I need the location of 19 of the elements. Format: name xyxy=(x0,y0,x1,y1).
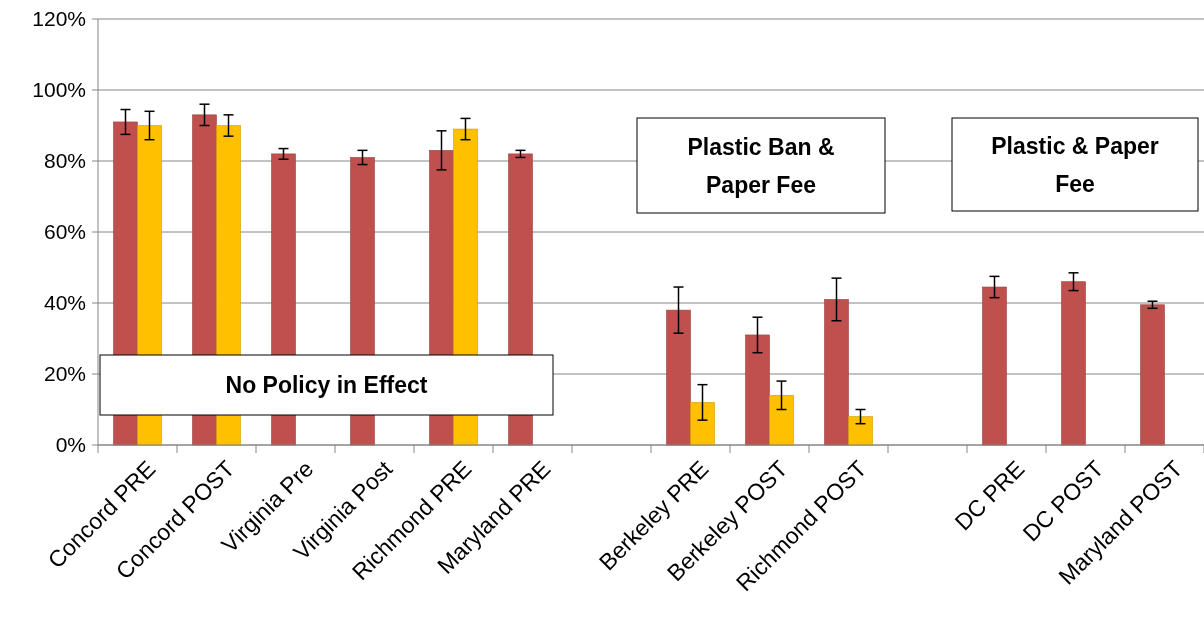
bar xyxy=(824,299,849,446)
annotation: Plastic & Paper Fee xyxy=(991,132,1159,197)
y-tick-label: 40% xyxy=(43,291,86,315)
bar xyxy=(848,416,873,446)
y-tick-label: 60% xyxy=(43,220,86,244)
bar xyxy=(1061,281,1086,446)
annotation: Plastic Ban & Paper Fee xyxy=(687,133,835,198)
bar xyxy=(666,309,691,446)
bar xyxy=(1140,304,1165,446)
y-tick-label: 100% xyxy=(32,78,86,102)
annotation: No Policy in Effect xyxy=(225,372,428,399)
y-tick-label: 120% xyxy=(32,7,86,31)
bar xyxy=(745,334,770,446)
y-tick-label: 80% xyxy=(43,149,86,173)
bar xyxy=(690,402,715,446)
bar xyxy=(982,286,1007,446)
bar xyxy=(769,395,794,446)
y-tick-label: 20% xyxy=(43,362,86,386)
y-tick-label: 0% xyxy=(55,433,86,457)
